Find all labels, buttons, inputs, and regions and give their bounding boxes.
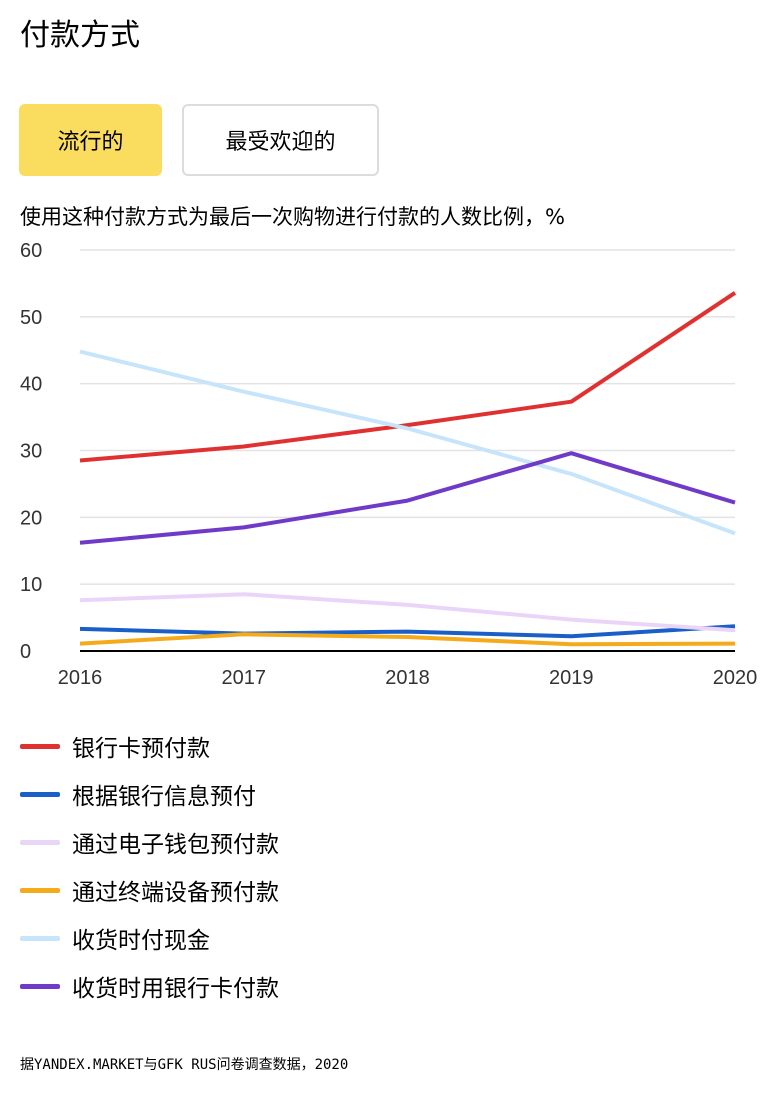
y-tick-label: 10 (20, 574, 42, 596)
x-tick-label: 2020 (713, 667, 758, 689)
legend-item: 根据银行信息预付 (20, 770, 279, 818)
legend-item: 通过电子钱包预付款 (20, 818, 279, 866)
series-line-3 (79, 592, 736, 633)
x-tick-label: 2018 (385, 667, 430, 689)
legend-item: 银行卡预付款 (20, 722, 279, 770)
tab-most-favored-label: 最受欢迎的 (225, 130, 336, 155)
legend-swatch (20, 839, 60, 845)
legend-label: 通过终端设备预付款 (72, 880, 279, 906)
series-line-4 (79, 632, 736, 647)
line-chart: 0 10 20 30 40 50 60 2016 2017 2018 2019 2020 (20, 240, 758, 689)
tab-popular-label: 流行的 (57, 130, 124, 155)
legend-label: 收货时用银行卡付款 (72, 976, 279, 1002)
y-tick-label: 30 (20, 441, 42, 463)
legend-swatch (20, 791, 60, 797)
series-line-6 (79, 451, 736, 545)
x-tick-label: 2016 (58, 667, 103, 689)
legend-swatch (20, 743, 60, 749)
legend-label: 收货时付现金 (72, 928, 210, 954)
legend-label: 通过电子钱包预付款 (72, 832, 279, 858)
legend-item: 通过终端设备预付款 (20, 866, 279, 914)
series-line-1 (79, 291, 737, 463)
y-tick-label: 50 (20, 307, 42, 329)
y-tick-label: 0 (20, 641, 31, 663)
chart-legend: 银行卡预付款根据银行信息预付 通过电子钱包预付款 通过终端设备预付款 收货时付现金收货… (20, 722, 279, 1010)
series-line-2 (79, 624, 736, 639)
tab-popular[interactable]: 流行的 (19, 104, 162, 176)
page-title: 付款方式 (20, 18, 140, 53)
series-line-5 (79, 349, 736, 536)
source-note: 据YANDEX.MARKET与GFK RUS问卷调查数据，2020 (20, 1057, 349, 1073)
legend-item: 收货时付现金 (20, 914, 279, 962)
y-tick-label: 20 (20, 507, 42, 529)
legend-swatch (20, 935, 60, 941)
chart-title: 使用这种付款方式为最后一次购物进行付款的人数比例，% (20, 205, 565, 229)
legend-item: 收货时用银行卡付款 (20, 962, 279, 1010)
y-tick-label: 60 (20, 240, 42, 262)
tab-most-favored[interactable]: 最受欢迎的 (182, 104, 379, 176)
x-tick-label: 2019 (549, 667, 594, 689)
y-tick-label: 40 (20, 374, 42, 396)
legend-label: 银行卡预付款 (72, 736, 210, 762)
legend-swatch (20, 887, 60, 893)
legend-label: 根据银行信息预付 (72, 784, 256, 810)
legend-swatch (20, 983, 60, 989)
x-tick-label: 2017 (222, 667, 267, 689)
